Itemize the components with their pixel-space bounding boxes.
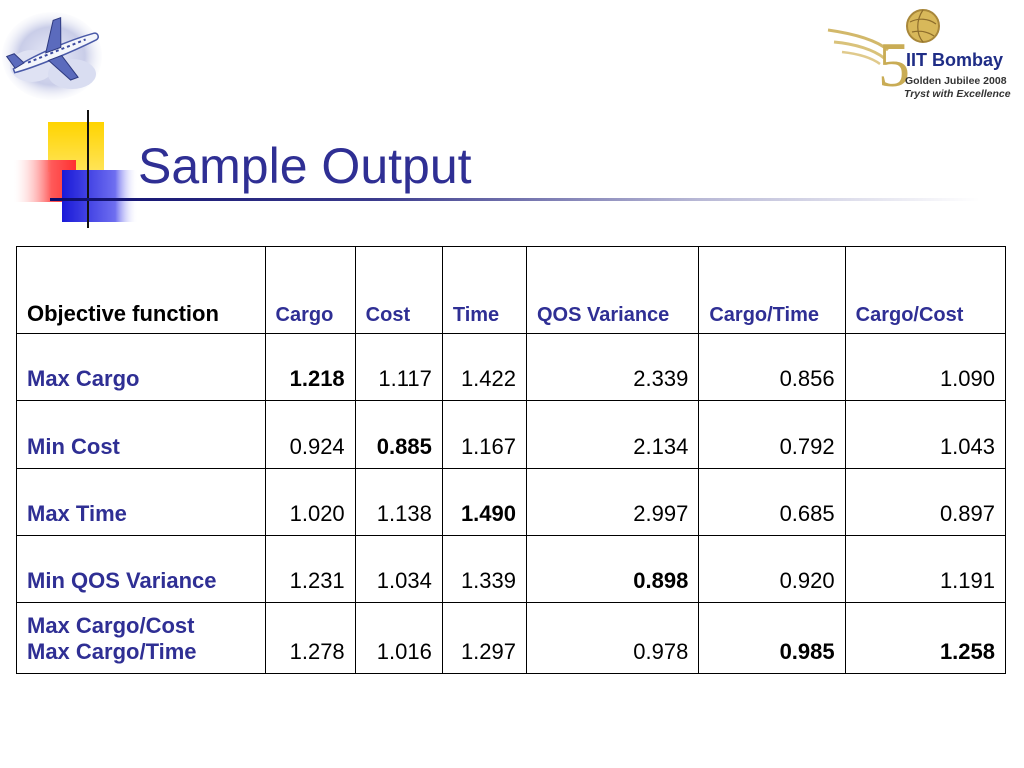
table-cell: 1.016 <box>354 601 443 675</box>
column-header-time: Time <box>441 245 528 335</box>
table-cell: 1.339 <box>441 534 528 603</box>
row-label-min-cost: Min Cost <box>16 400 266 469</box>
table-cell: 1.490 <box>441 467 528 536</box>
table-header-row: Objective function Cargo Cost Time QOS V… <box>16 245 1007 335</box>
table-cell: 0.978 <box>525 601 700 675</box>
column-header-cargo-cost: Cargo/Cost <box>844 245 1007 335</box>
table-cell: 0.924 <box>264 400 356 469</box>
logo-name: IIT Bombay <box>906 50 1004 70</box>
airplane-icon <box>2 12 102 100</box>
table-row: Max Time 1.020 1.138 1.490 2.997 0.685 0… <box>16 467 1007 536</box>
table-cell: 2.997 <box>525 467 700 536</box>
row-label-max-time: Max Time <box>16 467 266 536</box>
table-cell: 1.218 <box>264 333 356 402</box>
row-label-max-cargo-cost: Max Cargo/Cost <box>27 613 195 638</box>
table-row: Max Cargo/Cost Max Cargo/Time 1.278 1.016… <box>16 601 1007 675</box>
table-cell: 0.885 <box>354 400 443 469</box>
iit-bombay-logo: 5 IIT Bombay Golden Jubilee 2008 Tryst w… <box>826 6 1022 100</box>
table-cell: 1.138 <box>354 467 443 536</box>
table-cell: 1.167 <box>441 400 528 469</box>
table-row: Max Cargo 1.218 1.117 1.422 2.339 0.856 … <box>16 333 1007 402</box>
airplane-logo <box>2 4 106 102</box>
table-cell: 0.920 <box>698 534 846 603</box>
row-label-max-cargo-time: Max Cargo/Time <box>27 639 197 664</box>
table-cell: 0.792 <box>698 400 846 469</box>
column-header-objective: Objective function <box>16 245 266 335</box>
column-header-cargo: Cargo <box>264 245 356 335</box>
results-table: Objective function Cargo Cost Time QOS V… <box>16 245 1007 675</box>
table-cell: 0.897 <box>844 467 1007 536</box>
logo-tagline: Tryst with Excellence <box>904 88 1011 100</box>
table-cell: 1.258 <box>844 601 1007 675</box>
row-label-min-qos-variance: Min QOS Variance <box>16 534 266 603</box>
golden-jubilee-emblem-icon: 5 <box>827 9 940 100</box>
table-cell: 2.134 <box>525 400 700 469</box>
column-header-cargo-time: Cargo/Time <box>698 245 846 335</box>
table-cell: 1.231 <box>264 534 356 603</box>
table-row: Min QOS Variance 1.231 1.034 1.339 0.898… <box>16 534 1007 603</box>
table-cell: 1.191 <box>844 534 1007 603</box>
row-label-max-cargo-ratios: Max Cargo/Cost Max Cargo/Time <box>16 601 266 675</box>
logo-jubilee-text: Golden Jubilee 2008 <box>905 75 1007 87</box>
row-label-max-cargo: Max Cargo <box>16 333 266 402</box>
slide-title: Sample Output <box>138 138 472 194</box>
table-cell: 1.117 <box>354 333 443 402</box>
title-decoration <box>0 110 150 230</box>
table-cell: 0.856 <box>698 333 846 402</box>
svg-text:5: 5 <box>878 29 910 98</box>
table-cell: 1.422 <box>441 333 528 402</box>
table-cell: 1.297 <box>441 601 528 675</box>
table-cell: 2.339 <box>525 333 700 402</box>
title-underline <box>50 198 980 201</box>
table-cell: 1.020 <box>264 467 356 536</box>
table-cell: 1.090 <box>844 333 1007 402</box>
decorative-squares-icon <box>14 110 150 228</box>
table-row: Min Cost 0.924 0.885 1.167 2.134 0.792 1… <box>16 400 1007 469</box>
table-cell: 1.034 <box>354 534 443 603</box>
column-header-qos-variance: QOS Variance <box>525 245 700 335</box>
table-cell: 0.898 <box>525 534 700 603</box>
column-header-cost: Cost <box>354 245 443 335</box>
table-cell: 1.043 <box>844 400 1007 469</box>
table-cell: 0.685 <box>698 467 846 536</box>
table-cell: 0.985 <box>698 601 846 675</box>
table-cell: 1.278 <box>264 601 356 675</box>
